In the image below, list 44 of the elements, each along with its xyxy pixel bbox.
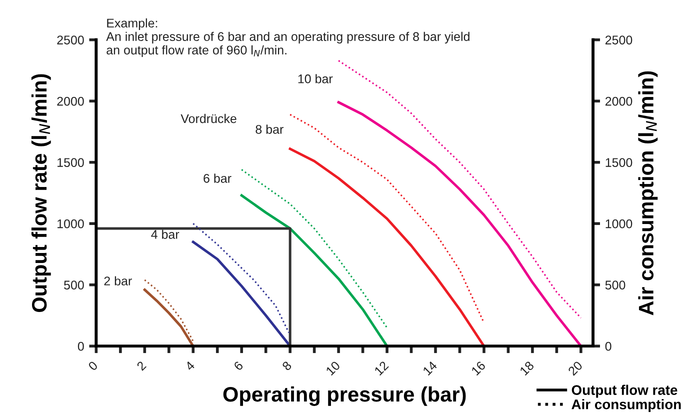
- y2-axis-title: Air consumption (l$_{N}$/min): [638, 71, 658, 316]
- annotation: 6 bar: [204, 174, 232, 183]
- x-tick-label: 6: [233, 360, 244, 371]
- y2-tick-label: 0: [605, 342, 612, 351]
- y-tick-label: 1000: [58, 219, 84, 228]
- line-series: [289, 114, 485, 324]
- y2-tick-label: 1500: [606, 158, 632, 167]
- y2-tick-label: 1000: [606, 219, 632, 228]
- line-series: [288, 148, 486, 346]
- y-tick-label: 0: [78, 342, 84, 351]
- annotation: 4 bar: [151, 230, 180, 239]
- y-tick-label: 500: [64, 280, 84, 290]
- line-series: [240, 194, 388, 346]
- annotation: Example: An inlet pressure of 6 bar and an operating pressure of 8 bar yield an output flow rate of 960 l$_{N}$/min.: [106, 18, 470, 57]
- x-tick-label: 4: [184, 360, 196, 372]
- annotation: 10 bar: [298, 74, 333, 84]
- x-tick-label: 18: [519, 360, 534, 376]
- annotation: 8 bar: [256, 124, 284, 134]
- x-tick-label: 16: [470, 360, 486, 376]
- x-tick-label: 20: [568, 360, 583, 376]
- y-tick-label: 2000: [57, 96, 84, 106]
- y-tick-label: 2500: [57, 36, 84, 44]
- legend-label: Air consumption: [572, 399, 681, 412]
- y-tick-label: 1500: [58, 158, 84, 167]
- annotation: Vordrücke: [180, 114, 236, 124]
- x-tick-label: 14: [422, 360, 438, 376]
- line-series: [240, 168, 388, 328]
- x-tick-label: 8: [282, 360, 292, 372]
- x-tick-label: 0: [88, 360, 98, 372]
- line-series: [338, 60, 582, 319]
- x-tick-label: 12: [374, 360, 389, 376]
- line-series: [337, 101, 582, 346]
- legend-label: Output flow rate: [572, 384, 678, 398]
- y2-tick-label: 500: [605, 280, 626, 290]
- line-series: [144, 279, 194, 342]
- line-series: [192, 240, 292, 346]
- line-series: [192, 222, 290, 334]
- y2-tick-label: 2000: [605, 96, 632, 106]
- x-tick-label: 2: [136, 360, 147, 371]
- x-axis-title: Operating pressure (bar): [223, 386, 466, 406]
- annotation: 2 bar: [104, 276, 132, 286]
- y2-tick-label: 2500: [605, 36, 632, 44]
- x-tick-label: 10: [326, 360, 341, 376]
- y-axis-title: Output flow rate (l$_{N}$/min): [31, 74, 51, 312]
